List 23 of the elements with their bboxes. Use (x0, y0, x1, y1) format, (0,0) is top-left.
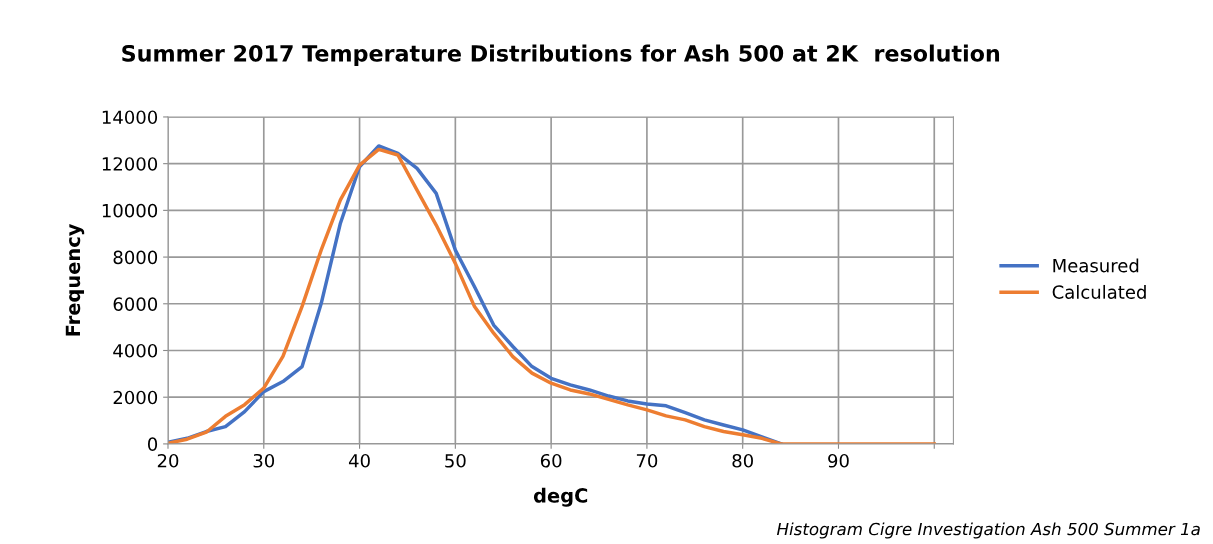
y-tick-label: 12000 (102, 157, 158, 171)
y-axis-title: Frequency (65, 223, 85, 336)
x-tick-label: 40 (348, 453, 370, 468)
y-tick-label: 4000 (113, 343, 158, 358)
chart-title: Summer 2017 Temperature Distributions for Ash 500 at 2K resolution (122, 44, 1000, 67)
x-tick-label: 80 (732, 453, 753, 468)
y-tick-label: 2000 (113, 390, 158, 405)
text: Histogram Cigre Investigation Ash 500 Summer 1a (776, 522, 1200, 539)
y-tick-label: 14000 (102, 110, 158, 125)
line-series (168, 147, 936, 444)
y-tick-label: 0 (147, 437, 158, 452)
x-tick-label: 20 (157, 453, 179, 468)
x-axis-title: degC (533, 487, 588, 507)
y-tick-label: 6000 (113, 297, 158, 311)
legend-label: Calculated (1052, 284, 1146, 299)
x-tick-label: 30 (253, 453, 275, 468)
x-tick-label: 50 (445, 453, 466, 468)
x-tick-label: 60 (540, 453, 562, 468)
legend-label: Measured (1053, 258, 1139, 273)
x-tick-label: 70 (636, 453, 658, 468)
y-tick-label: 8000 (113, 250, 158, 265)
x-tick-label: 90 (828, 453, 849, 468)
y-tick-label: 10000 (102, 203, 158, 218)
